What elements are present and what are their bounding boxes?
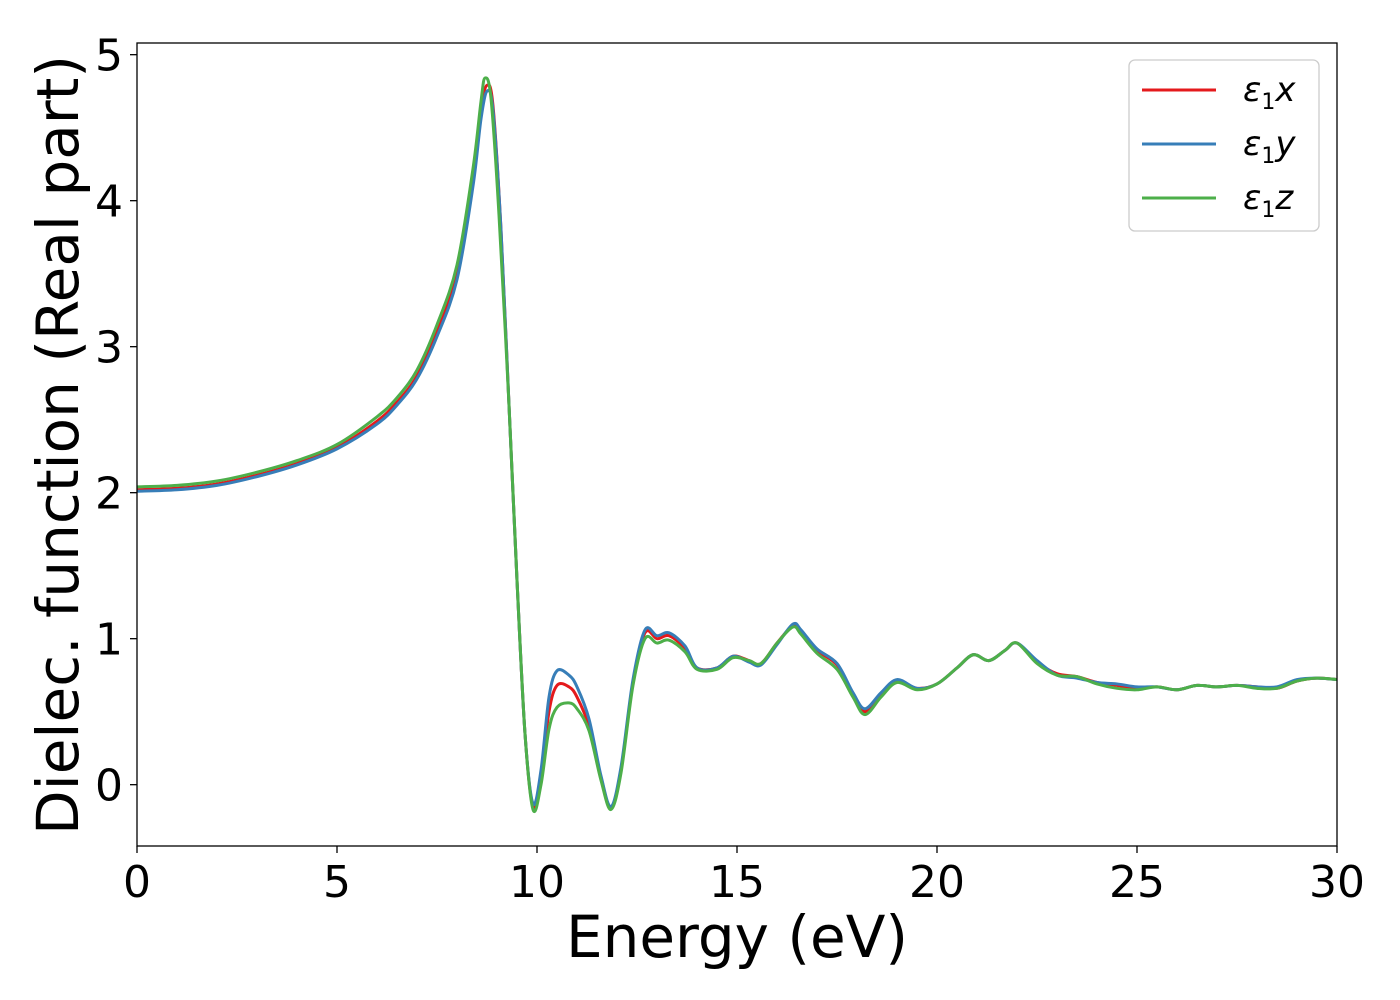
x-axis-title: Energy (eV) (566, 903, 908, 971)
series-group (137, 76, 1337, 813)
y-axis: 0 1 2 3 4 5 (95, 31, 137, 812)
x-tick-label: 30 (1309, 857, 1365, 908)
y-tick-label: 5 (95, 31, 123, 82)
y-axis-title: Dielec. function (Real part) (24, 55, 92, 835)
legend-entry: ε1y (1142, 124, 1296, 169)
legend-entry: ε1z (1142, 178, 1294, 223)
legend-label: ε1y (1243, 124, 1296, 169)
y-tick-label: 2 (95, 469, 123, 520)
legend-box (1128, 59, 1320, 232)
x-tick-label: 0 (123, 857, 151, 908)
y-tick-label: 3 (95, 323, 123, 374)
series-line-z (137, 76, 1337, 813)
legend: ε1x ε1y ε1z (1128, 59, 1320, 232)
legend-label: ε1x (1243, 70, 1296, 115)
x-tick-label: 10 (509, 857, 565, 908)
legend-entry: ε1x (1142, 70, 1296, 115)
y-tick-label: 4 (95, 177, 123, 228)
y-tick-label: 1 (95, 615, 123, 666)
x-tick-label: 5 (323, 857, 351, 908)
x-axis: 0 5 10 15 20 25 30 (123, 846, 1365, 908)
x-tick-label: 25 (1109, 857, 1165, 908)
x-tick-label: 20 (909, 857, 965, 908)
y-tick-label: 0 (95, 761, 123, 812)
legend-label: ε1z (1243, 178, 1294, 223)
x-tick-label: 15 (709, 857, 765, 908)
